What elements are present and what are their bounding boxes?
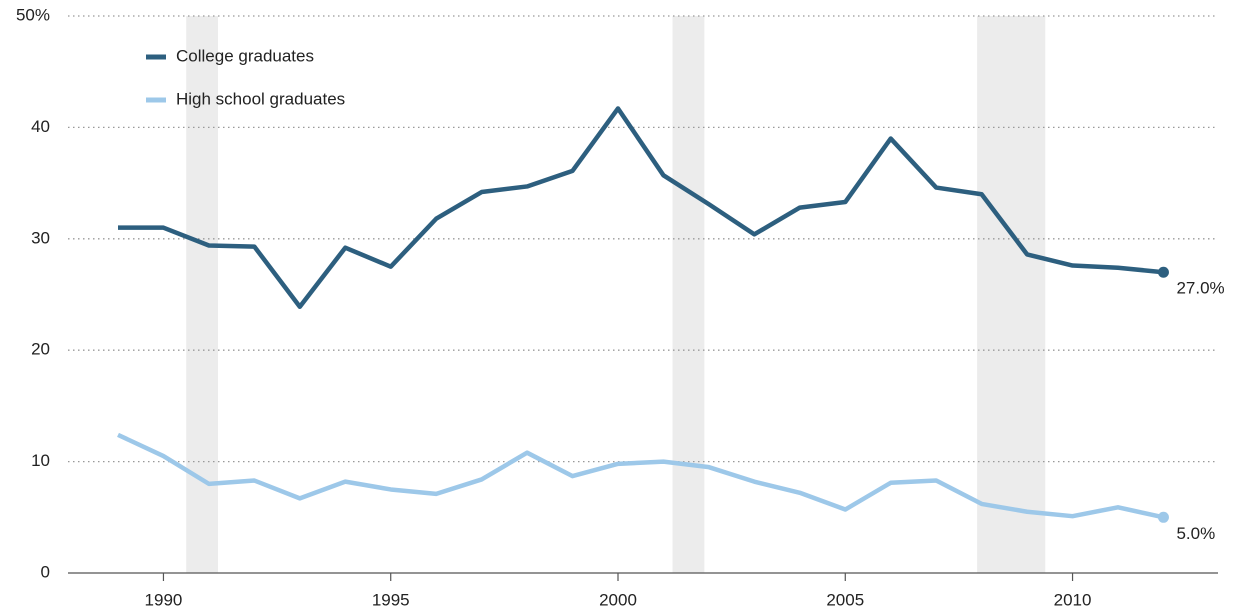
x-tick-label: 1995	[372, 590, 410, 609]
y-tick-label: 10	[31, 451, 50, 470]
end-point	[1157, 266, 1169, 278]
shaded-region	[672, 16, 705, 573]
x-tick-label: 2010	[1054, 590, 1092, 609]
y-tick-label: 40	[31, 117, 50, 136]
legend-label: College graduates	[176, 46, 314, 65]
x-tick-label: 1990	[145, 590, 183, 609]
y-tick-label: 0	[41, 562, 50, 581]
value-label: 27.0%	[1176, 279, 1224, 298]
legend-label: High school graduates	[176, 89, 345, 108]
line	[117, 432, 1164, 520]
y-tick-label: 20	[31, 340, 50, 359]
y-tick-label: 50%	[16, 5, 50, 24]
shaded-region	[977, 16, 1046, 573]
value-label: 5.0%	[1176, 524, 1215, 543]
line	[118, 106, 1164, 310]
end-point	[1157, 511, 1169, 523]
y-tick-label: 30	[31, 228, 50, 247]
x-tick-label: 2000	[599, 590, 637, 609]
x-tick-label: 2005	[826, 590, 864, 609]
